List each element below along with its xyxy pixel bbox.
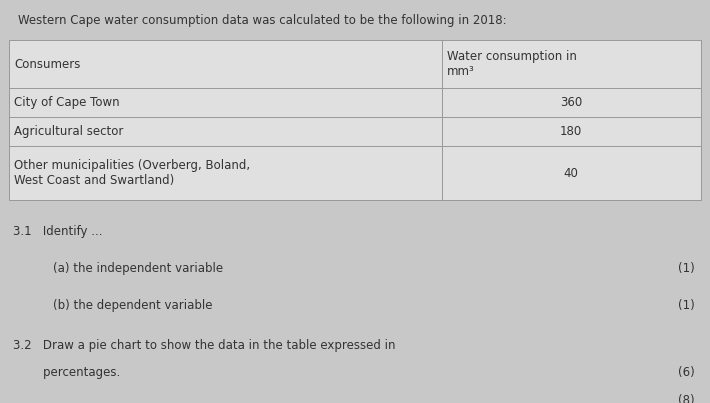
Text: (6): (6) [677, 366, 694, 379]
Text: Consumers: Consumers [14, 58, 80, 71]
Text: City of Cape Town: City of Cape Town [14, 96, 120, 109]
Text: (1): (1) [677, 299, 694, 312]
Bar [442, 40, 701, 88]
Text: Other municipalities (Overberg, Boland,
West Coast and Swartland): Other municipalities (Overberg, Boland, … [14, 159, 251, 187]
Bar [9, 40, 442, 88]
Bar [9, 146, 442, 200]
Text: Water consumption in
mm³: Water consumption in mm³ [447, 50, 577, 78]
Bar [9, 117, 442, 146]
Text: (a) the independent variable: (a) the independent variable [53, 262, 224, 275]
Bar [442, 88, 701, 117]
Text: Agricultural sector: Agricultural sector [14, 125, 124, 138]
Bar [9, 88, 442, 117]
Bar [442, 146, 701, 200]
Bar [442, 117, 701, 146]
Text: (b) the dependent variable: (b) the dependent variable [53, 299, 213, 312]
Text: 360: 360 [560, 96, 582, 109]
Text: (1): (1) [677, 262, 694, 275]
Text: 3.1   Identify ...: 3.1 Identify ... [13, 225, 102, 238]
Text: 3.2   Draw a pie chart to show the data in the table expressed in: 3.2 Draw a pie chart to show the data in… [13, 339, 395, 352]
Text: 180: 180 [560, 125, 582, 138]
Text: Western Cape water consumption data was calculated to be the following in 2018:: Western Cape water consumption data was … [18, 14, 506, 27]
Text: percentages.: percentages. [13, 366, 120, 379]
Text: (8): (8) [678, 394, 694, 403]
Text: 40: 40 [564, 166, 579, 180]
